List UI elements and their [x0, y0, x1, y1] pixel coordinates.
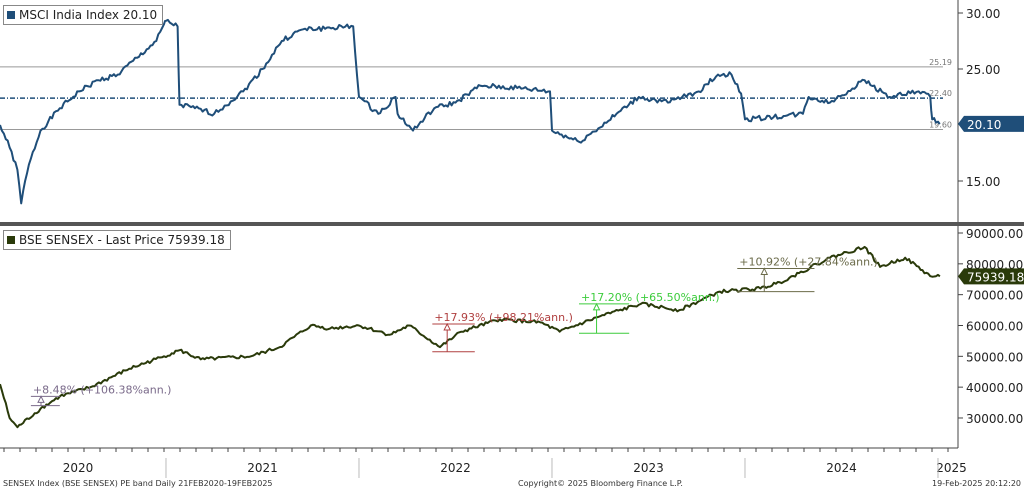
x-tick-label: 2025 — [936, 461, 967, 475]
footer-timestamp: 19-Feb-2025 20:12:20 — [932, 479, 1021, 488]
annotation-arrow-icon — [443, 322, 451, 331]
footer-copyright: Copyright© 2025 Bloomberg Finance L.P. — [518, 479, 683, 488]
x-tick-label: 2022 — [440, 461, 471, 475]
legend-msci: MSCI India Index 20.10 — [3, 5, 164, 25]
y-tick-label: 70000.00 — [966, 289, 1023, 303]
legend-swatch — [7, 11, 15, 19]
footer-source: SENSEX Index (BSE SENSEX) PE band Daily … — [3, 479, 273, 488]
y-tick-label: 15.00 — [966, 175, 1000, 189]
annotation-arrow-icon — [37, 395, 45, 403]
band-label: 22.40 — [929, 89, 952, 98]
y-tick-label: 80000.00 — [966, 258, 1023, 272]
last-value-label: 75939.18 — [967, 270, 1024, 284]
band-label: 25.19 — [929, 58, 952, 67]
annotation-label: +17.20% (+65.50%ann.) — [581, 291, 720, 304]
sensex-line — [0, 245, 941, 429]
legend-swatch — [7, 236, 15, 244]
annotation-label: +10.92% (+27.84%ann.) — [739, 255, 878, 268]
legend-label: MSCI India Index 20.10 — [19, 8, 158, 22]
y-tick-label: 40000.00 — [966, 381, 1023, 395]
y-tick-label: 30.00 — [966, 7, 1000, 21]
x-tick-label: 2024 — [826, 461, 857, 475]
x-tick-label: 2023 — [633, 461, 664, 475]
msci-pe-line — [0, 18, 941, 205]
x-tick-label: 2020 — [63, 461, 94, 475]
annotation-label: +17.93% (+98.21%ann.) — [434, 311, 573, 324]
y-tick-label: 90000.00 — [966, 227, 1023, 241]
x-tick-label: 2021 — [247, 461, 278, 475]
last-value-tag — [958, 115, 1024, 132]
legend-sensex: BSE SENSEX - Last Price 75939.18 — [3, 230, 231, 250]
annotation-arrow-icon — [592, 302, 601, 311]
last-value-tag — [958, 268, 1024, 285]
y-tick-label: 30000.00 — [966, 412, 1023, 426]
band-label: 19.60 — [929, 120, 952, 129]
legend-label: BSE SENSEX - Last Price 75939.18 — [19, 233, 225, 247]
last-value-label: 20.10 — [967, 118, 1001, 132]
pane-divider — [0, 222, 1024, 226]
y-tick-label: 50000.00 — [966, 350, 1023, 364]
y-tick-label: 25.00 — [966, 63, 1000, 77]
annotation-label: +8.48% (+106.38%ann.) — [33, 383, 172, 396]
y-tick-label: 60000.00 — [966, 319, 1023, 333]
annotation-arrow-icon — [760, 267, 769, 275]
